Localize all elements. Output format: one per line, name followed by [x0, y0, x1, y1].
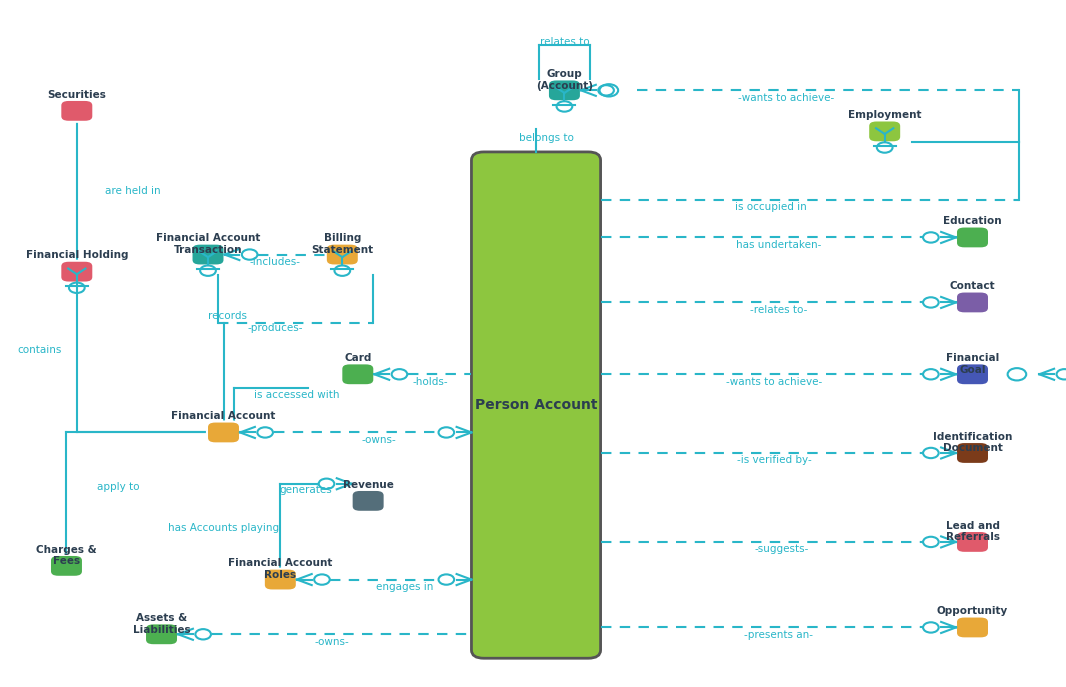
FancyBboxPatch shape — [956, 363, 989, 385]
Text: Financial Holding: Financial Holding — [26, 251, 128, 260]
Text: -produces-: -produces- — [247, 324, 303, 333]
FancyBboxPatch shape — [61, 100, 94, 122]
FancyBboxPatch shape — [207, 422, 240, 443]
Text: -relates to-: -relates to- — [749, 305, 807, 315]
FancyBboxPatch shape — [326, 244, 359, 265]
Text: Opportunity: Opportunity — [937, 606, 1008, 616]
Text: relates to: relates to — [539, 37, 589, 47]
Text: contains: contains — [17, 346, 62, 355]
Text: -suggests-: -suggests- — [754, 544, 809, 554]
FancyBboxPatch shape — [192, 244, 225, 265]
Text: engages in: engages in — [375, 582, 433, 592]
Text: Billing
Statement: Billing Statement — [311, 234, 373, 255]
FancyBboxPatch shape — [956, 531, 989, 553]
Text: are held in: are held in — [104, 186, 160, 196]
FancyBboxPatch shape — [956, 227, 989, 249]
Text: Identification
Document: Identification Document — [933, 431, 1013, 453]
Text: Education: Education — [943, 216, 1002, 226]
Text: -wants to achieve-: -wants to achieve- — [739, 93, 835, 102]
Text: Financial Account
Roles: Financial Account Roles — [228, 559, 333, 580]
Text: Person Account: Person Account — [474, 398, 597, 412]
Text: Financial Account: Financial Account — [172, 412, 276, 421]
FancyBboxPatch shape — [956, 442, 989, 464]
Text: belongs to: belongs to — [519, 133, 574, 143]
FancyBboxPatch shape — [868, 120, 901, 142]
Text: Contact: Contact — [950, 281, 996, 291]
Text: is occupied in: is occupied in — [736, 202, 807, 212]
Text: -owns-: -owns- — [314, 637, 350, 646]
Text: generates: generates — [279, 486, 333, 495]
Text: Securities: Securities — [47, 90, 107, 100]
Text: Employment: Employment — [847, 110, 921, 120]
FancyBboxPatch shape — [956, 291, 989, 313]
Text: Card: Card — [344, 353, 371, 363]
FancyBboxPatch shape — [145, 623, 178, 645]
Text: -presents an-: -presents an- — [744, 630, 812, 640]
Text: -wants to achieve-: -wants to achieve- — [726, 376, 822, 387]
FancyBboxPatch shape — [50, 555, 83, 577]
FancyBboxPatch shape — [471, 152, 600, 658]
Text: Financial
Goal: Financial Goal — [946, 353, 999, 374]
FancyBboxPatch shape — [263, 569, 296, 591]
Text: records: records — [208, 311, 247, 321]
Text: -owns-: -owns- — [361, 435, 395, 444]
FancyBboxPatch shape — [61, 260, 94, 282]
Text: Lead and
Referrals: Lead and Referrals — [946, 521, 1000, 542]
FancyBboxPatch shape — [548, 80, 581, 101]
Text: has undertaken-: has undertaken- — [736, 240, 821, 250]
FancyBboxPatch shape — [341, 363, 374, 385]
Text: Group
(Account): Group (Account) — [536, 69, 593, 91]
Text: Charges &
Fees: Charges & Fees — [36, 545, 97, 566]
Text: Assets &
Liabilities: Assets & Liabilities — [132, 613, 191, 635]
Text: Financial Account
Transaction: Financial Account Transaction — [156, 234, 260, 255]
Text: has Accounts playing: has Accounts playing — [168, 523, 279, 533]
Text: apply to: apply to — [97, 482, 140, 492]
FancyBboxPatch shape — [352, 490, 385, 512]
Text: -includes-: -includes- — [249, 257, 301, 267]
Text: -is verified by-: -is verified by- — [737, 455, 811, 465]
Text: Revenue: Revenue — [342, 480, 393, 490]
Text: -holds-: -holds- — [413, 376, 448, 387]
FancyBboxPatch shape — [956, 616, 989, 638]
Text: is accessed with: is accessed with — [254, 390, 340, 400]
